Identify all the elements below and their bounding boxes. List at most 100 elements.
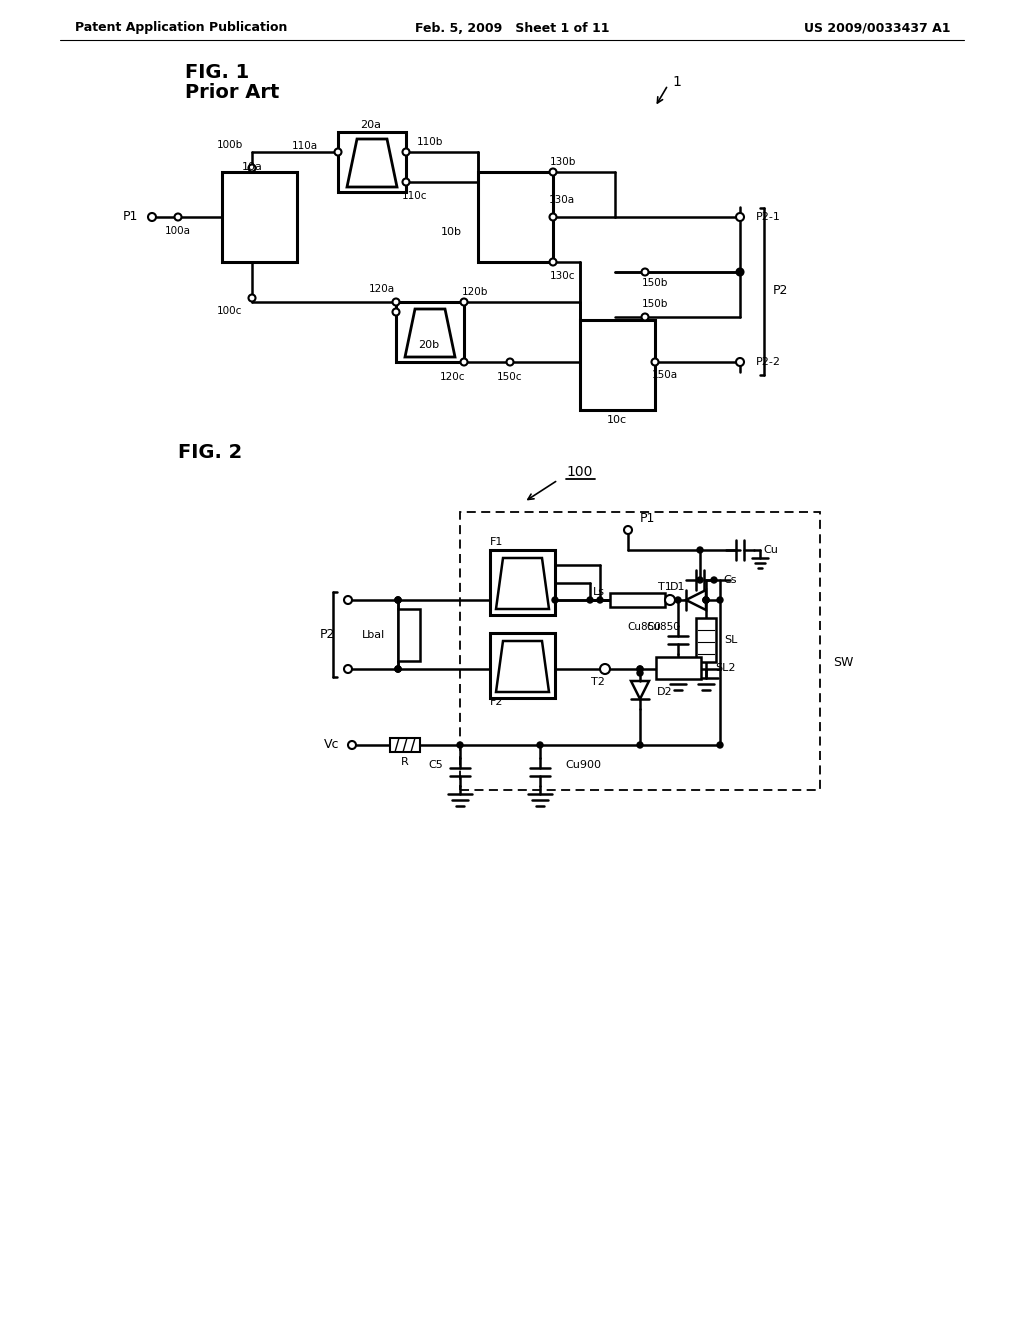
Circle shape: [344, 665, 352, 673]
Text: F1: F1: [490, 537, 504, 546]
Circle shape: [392, 298, 399, 305]
Circle shape: [395, 597, 401, 603]
Bar: [390, 738, 420, 752]
Text: Ls: Ls: [593, 587, 605, 597]
Text: FIG. 2: FIG. 2: [178, 442, 243, 462]
Text: Feb. 5, 2009   Sheet 1 of 11: Feb. 5, 2009 Sheet 1 of 11: [415, 21, 609, 34]
Text: 150b: 150b: [642, 300, 669, 309]
Text: 20a: 20a: [360, 120, 382, 129]
Text: 1: 1: [672, 75, 681, 88]
Circle shape: [711, 577, 717, 583]
Text: 120b: 120b: [462, 286, 488, 297]
Circle shape: [395, 597, 401, 603]
Text: F2: F2: [490, 697, 504, 708]
Circle shape: [174, 214, 181, 220]
Circle shape: [736, 268, 743, 276]
Circle shape: [637, 671, 643, 676]
Circle shape: [697, 546, 703, 553]
Text: 110c: 110c: [402, 191, 428, 201]
Circle shape: [697, 577, 703, 583]
Circle shape: [637, 742, 643, 748]
Bar: [490, 634, 555, 698]
Bar: [580, 319, 655, 411]
Circle shape: [550, 259, 556, 265]
Text: P1: P1: [640, 511, 655, 524]
Circle shape: [537, 742, 543, 748]
Circle shape: [550, 169, 556, 176]
Circle shape: [641, 268, 648, 276]
Circle shape: [461, 298, 468, 305]
Circle shape: [717, 742, 723, 748]
Circle shape: [461, 359, 468, 366]
Circle shape: [675, 597, 681, 603]
Text: 100b: 100b: [217, 140, 243, 150]
Circle shape: [457, 742, 463, 748]
Text: T2: T2: [591, 677, 605, 686]
Circle shape: [637, 667, 643, 672]
Circle shape: [703, 597, 709, 603]
Circle shape: [550, 214, 556, 220]
Text: 10b: 10b: [441, 227, 462, 238]
Bar: [490, 550, 555, 615]
Circle shape: [651, 359, 658, 366]
Text: 130c: 130c: [550, 271, 575, 281]
Circle shape: [600, 664, 610, 675]
Circle shape: [249, 294, 256, 301]
Text: Prior Art: Prior Art: [185, 82, 280, 102]
Text: Patent Application Publication: Patent Application Publication: [75, 21, 288, 34]
Circle shape: [335, 149, 341, 156]
Circle shape: [344, 597, 352, 605]
Bar: [398, 609, 420, 661]
Text: Cs: Cs: [723, 576, 736, 585]
Circle shape: [736, 213, 744, 220]
Bar: [478, 172, 553, 261]
Text: Vc: Vc: [324, 738, 339, 751]
Circle shape: [703, 597, 709, 603]
Text: T1: T1: [658, 582, 672, 591]
Circle shape: [148, 213, 156, 220]
Text: 100c: 100c: [217, 306, 243, 315]
Circle shape: [395, 667, 401, 672]
Text: 120a: 120a: [369, 284, 395, 294]
Circle shape: [587, 597, 593, 603]
Bar: [338, 132, 406, 191]
Circle shape: [703, 597, 709, 603]
Text: Cu: Cu: [763, 545, 778, 554]
Bar: [460, 512, 820, 789]
Bar: [696, 618, 716, 663]
Text: P2-2: P2-2: [756, 356, 781, 367]
Text: 130b: 130b: [550, 157, 577, 168]
Circle shape: [507, 359, 513, 366]
Text: SL: SL: [724, 635, 737, 645]
Circle shape: [552, 597, 558, 603]
Circle shape: [402, 178, 410, 186]
Circle shape: [736, 358, 744, 366]
Circle shape: [249, 165, 256, 172]
Text: P2: P2: [319, 628, 335, 642]
Bar: [222, 172, 297, 261]
Text: D1: D1: [671, 582, 686, 591]
Circle shape: [392, 309, 399, 315]
Text: 110a: 110a: [292, 141, 318, 150]
Circle shape: [641, 314, 648, 321]
Bar: [610, 593, 665, 607]
Text: SW: SW: [833, 656, 853, 668]
Text: P1: P1: [123, 210, 138, 223]
Text: P2: P2: [773, 284, 788, 297]
Text: Cu850: Cu850: [646, 622, 680, 632]
Circle shape: [395, 667, 401, 672]
Text: SL2: SL2: [715, 663, 735, 673]
Text: Cu850: Cu850: [628, 622, 662, 632]
Circle shape: [348, 741, 356, 748]
Text: 130a: 130a: [549, 195, 575, 205]
Text: 100a: 100a: [165, 226, 191, 236]
Text: 20b: 20b: [419, 341, 439, 350]
Text: 150c: 150c: [498, 372, 522, 381]
Text: 120c: 120c: [440, 372, 466, 381]
Circle shape: [624, 525, 632, 535]
Circle shape: [637, 667, 643, 672]
Text: FIG. 1: FIG. 1: [185, 62, 249, 82]
Circle shape: [665, 595, 675, 605]
Text: D2: D2: [657, 686, 673, 697]
Text: 100: 100: [566, 465, 592, 479]
